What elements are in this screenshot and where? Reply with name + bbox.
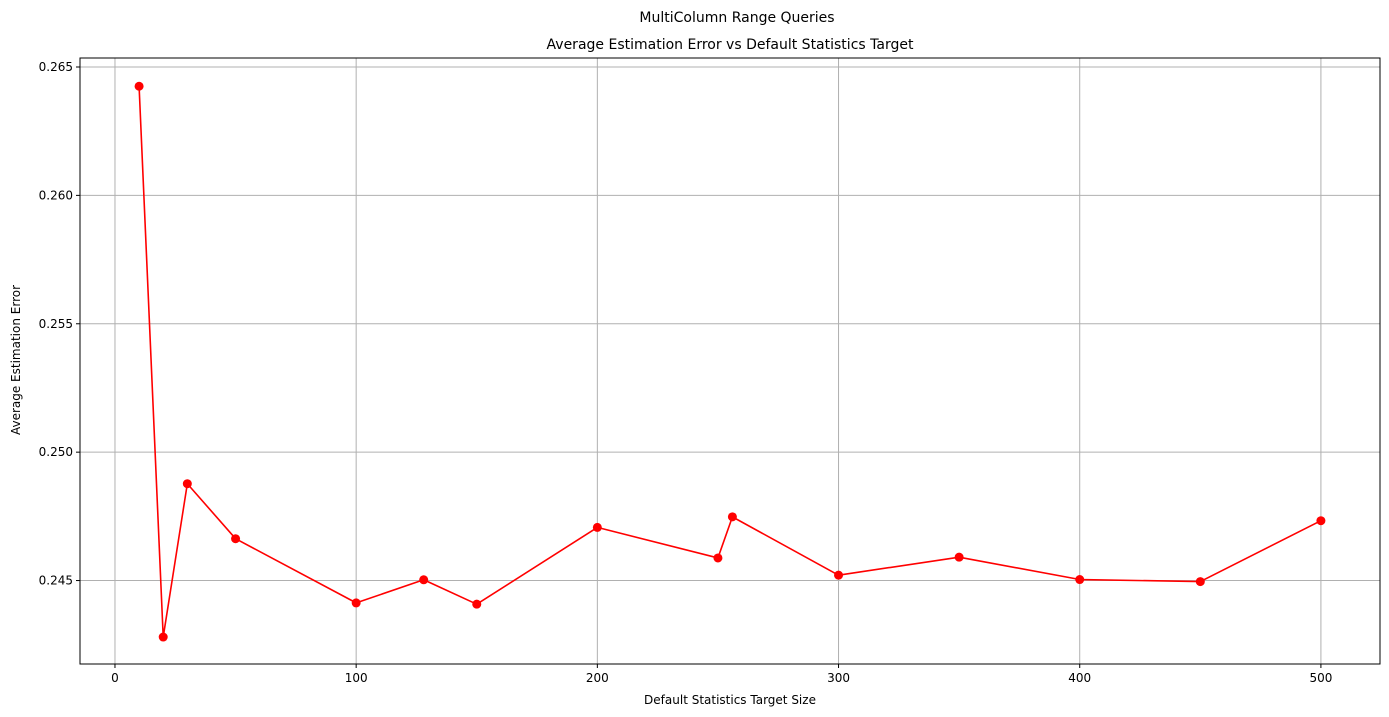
x-tick-label: 500 — [1309, 671, 1332, 685]
y-tick-label: 0.265 — [39, 60, 73, 74]
plot-frame — [79, 57, 1381, 665]
x-axis-label: Default Statistics Target Size — [644, 693, 816, 707]
x-tick-label: 100 — [345, 671, 368, 685]
data-point — [727, 512, 737, 522]
data-point — [1316, 516, 1326, 526]
data-point — [419, 575, 429, 585]
data-point — [158, 632, 168, 642]
data-point — [351, 598, 361, 608]
x-tick-label: 400 — [1068, 671, 1091, 685]
y-tick-label: 0.255 — [39, 317, 73, 331]
data-point — [954, 552, 964, 562]
chart-title: Average Estimation Error vs Default Stat… — [547, 37, 914, 53]
data-point — [472, 599, 482, 609]
y-tick-label: 0.260 — [39, 188, 73, 202]
y-axis-label: Average Estimation Error — [9, 285, 23, 435]
chart-suptitle: MultiColumn Range Queries — [639, 10, 834, 26]
grid-lines — [80, 58, 1380, 664]
data-point — [834, 570, 844, 580]
y-tick-label: 0.245 — [39, 574, 73, 588]
x-tick-label: 300 — [827, 671, 850, 685]
series-layer — [134, 81, 1326, 642]
data-point — [134, 81, 144, 91]
x-tick-label: 200 — [586, 671, 609, 685]
data-point — [592, 522, 602, 532]
data-point — [1075, 575, 1085, 585]
x-tick-label: 0 — [111, 671, 119, 685]
data-point — [1195, 577, 1205, 587]
data-point — [182, 479, 192, 489]
x-axis-ticks: 0 100 200 300 400 500 — [111, 664, 1332, 685]
data-point — [713, 553, 723, 563]
y-axis-ticks: 0.245 0.250 0.255 0.260 0.265 — [39, 60, 80, 588]
y-tick-label: 0.250 — [39, 445, 73, 459]
data-point — [231, 534, 241, 544]
